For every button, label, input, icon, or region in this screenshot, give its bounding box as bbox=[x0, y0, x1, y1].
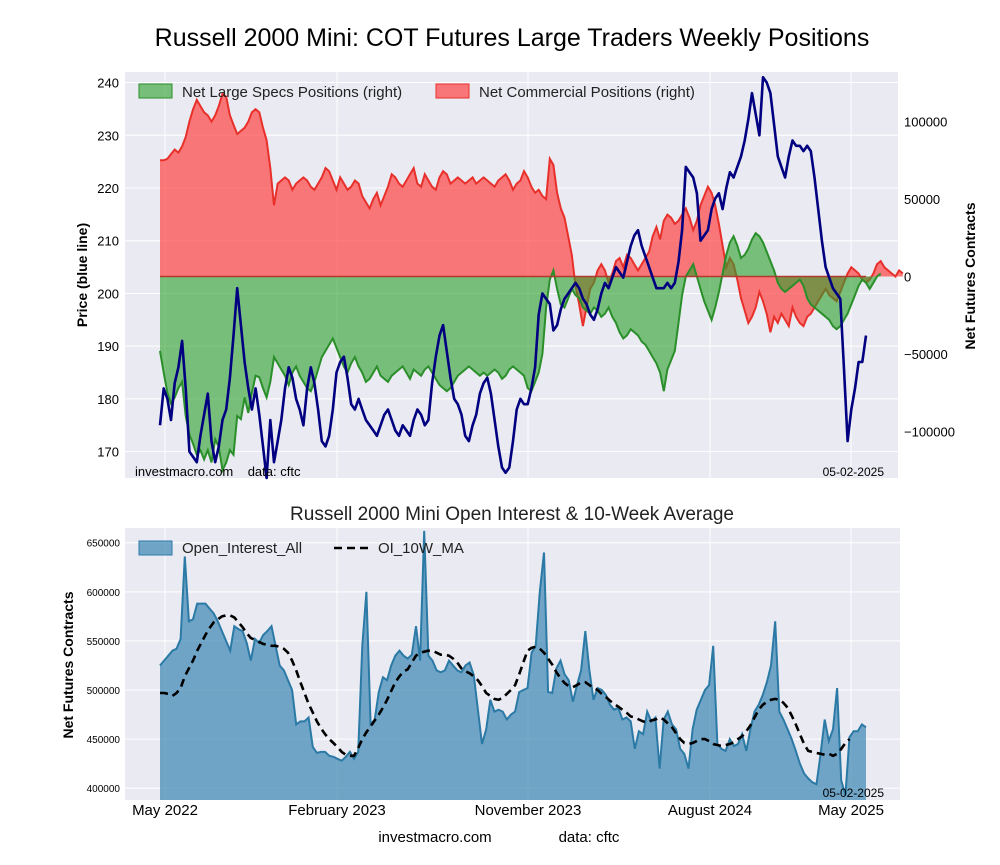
date-tick-label: February 2023 bbox=[288, 802, 386, 819]
price-axis: 170 180 190 200 210 220 230 240 bbox=[97, 76, 119, 460]
open-interest-legend: Open_Interest_All OI_10W_MA bbox=[138, 540, 464, 557]
open-interest-tick-label: 400000 bbox=[87, 784, 121, 795]
legend-label-specs: Net Large Specs Positions (right) bbox=[182, 84, 402, 101]
open-interest-panel: 400000 450000 500000 550000 600000 650000 May… bbox=[60, 528, 900, 819]
large-specs-line bbox=[159, 231, 882, 474]
open-interest-date-note: 05-02-2025 bbox=[823, 786, 885, 800]
price-axis-label: Price (blue line) bbox=[74, 223, 90, 327]
large-specs-area bbox=[160, 233, 881, 471]
contracts-tick-label: −50000 bbox=[904, 347, 948, 362]
open-interest-axis: 400000 450000 500000 550000 600000 650000 bbox=[87, 539, 121, 795]
date-tick-label: November 2023 bbox=[475, 802, 582, 819]
legend-swatch-commercial bbox=[435, 83, 470, 99]
legend-swatch-open-interest bbox=[138, 540, 173, 556]
contracts-tick-label: 100000 bbox=[904, 115, 947, 130]
open-interest-tick-label: 500000 bbox=[87, 686, 121, 697]
positions-areas bbox=[159, 91, 904, 474]
contracts-axis-label: Net Futures Contracts bbox=[962, 202, 978, 349]
date-tick-label: May 2025 bbox=[818, 802, 884, 819]
open-interest-tick-label: 600000 bbox=[87, 588, 121, 599]
open-interest-line bbox=[159, 530, 867, 796]
open-interest-area bbox=[160, 530, 866, 800]
open-interest-axis-label: Net Futures Contracts bbox=[60, 591, 76, 738]
price-line bbox=[158, 76, 868, 480]
price-tick-label: 170 bbox=[97, 445, 119, 460]
price-tick-label: 200 bbox=[97, 286, 119, 301]
contracts-tick-label: 50000 bbox=[904, 192, 940, 207]
oi-moving-average-line bbox=[160, 614, 851, 758]
legend-swatch-specs bbox=[138, 83, 173, 99]
figure-title: Russell 2000 Mini: COT Futures Large Tra… bbox=[155, 24, 870, 52]
price-tick-label: 240 bbox=[97, 76, 119, 91]
open-interest-tick-label: 450000 bbox=[87, 735, 121, 746]
price-tick-label: 230 bbox=[97, 128, 119, 143]
commercial-area bbox=[160, 93, 903, 333]
date-tick-label: May 2022 bbox=[132, 802, 198, 819]
open-interest-areas bbox=[159, 530, 867, 800]
open-interest-tick-label: 650000 bbox=[87, 539, 121, 550]
positions-source-note: investmacro.com data: cftc bbox=[135, 464, 301, 479]
date-tick-label: August 2024 bbox=[668, 802, 752, 819]
contracts-tick-label: 0 bbox=[904, 270, 911, 285]
open-interest-tick-label: 550000 bbox=[87, 637, 121, 648]
open-interest-title: Russell 2000 Mini Open Interest & 10-Wee… bbox=[290, 504, 734, 525]
positions-lines bbox=[158, 76, 868, 480]
price-tick-label: 180 bbox=[97, 392, 119, 407]
date-axis: May 2022 February 2023 November 2023 August… bbox=[132, 802, 884, 819]
footer-site: investmacro.com bbox=[378, 829, 491, 846]
legend-label-commercial: Net Commercial Positions (right) bbox=[479, 84, 695, 101]
price-tick-label: 190 bbox=[97, 339, 119, 354]
positions-legend: Net Large Specs Positions (right) Net Com… bbox=[138, 83, 695, 101]
price-tick-label: 210 bbox=[97, 234, 119, 249]
legend-label-moving-average: OI_10W_MA bbox=[378, 540, 464, 557]
footer-data: data: cftc bbox=[559, 829, 620, 846]
commercial-line bbox=[160, 91, 904, 333]
contracts-tick-label: −100000 bbox=[904, 425, 955, 440]
price-tick-label: 220 bbox=[97, 181, 119, 196]
positions-date-note: 05-02-2025 bbox=[823, 465, 885, 479]
legend-label-open-interest: Open_Interest_All bbox=[182, 540, 302, 557]
contracts-axis: −100000 −50000 0 50000 100000 bbox=[904, 115, 955, 440]
